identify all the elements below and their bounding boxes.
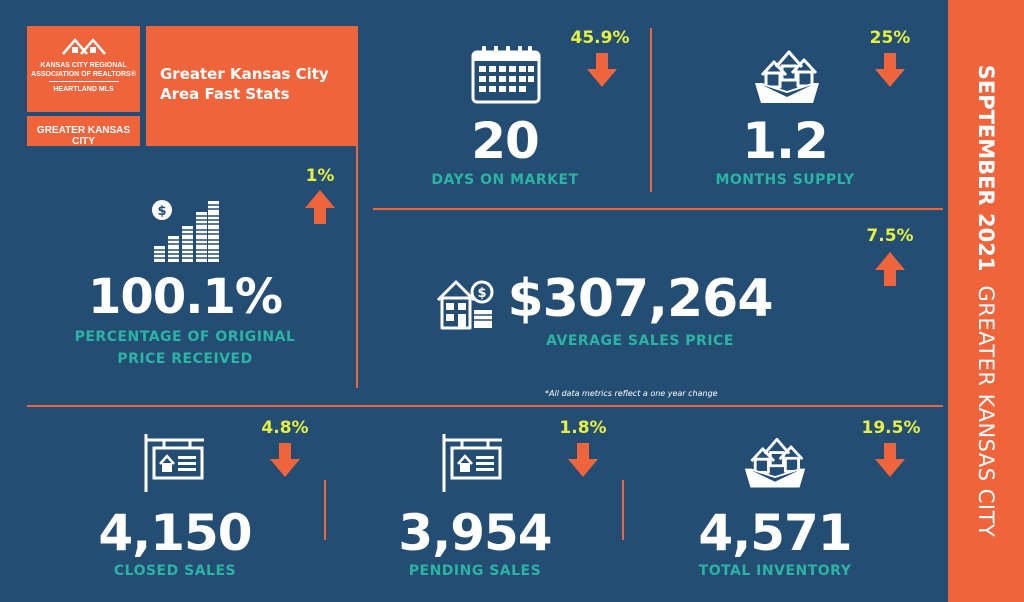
region-tag: GREATER KANSAS CITY: [27, 116, 140, 147]
pending-sales-value: 3,954: [398, 504, 552, 562]
pct-original-price-change: 1%: [305, 166, 335, 186]
avg-sales-price-label: AVERAGE SALES PRICE: [546, 333, 734, 349]
divider-bottom-vertical-2: [622, 480, 624, 540]
total-inventory-value: 4,571: [698, 504, 852, 562]
divider-lower-horizontal: [27, 405, 943, 407]
title-block: Greater Kansas City Area Fast Stats: [146, 26, 358, 146]
divider-left-vertical: [356, 146, 358, 388]
arrow-down-icon: [587, 53, 617, 87]
svg-text:$: $: [157, 204, 166, 219]
pct-original-price-label-2: PRICE RECEIVED: [117, 351, 253, 367]
divider-top-vertical: [650, 28, 652, 192]
pending-sales-label: PENDING SALES: [408, 563, 542, 579]
logo-line-2: ASSOCIATION OF REALTORS®: [31, 71, 136, 78]
months-supply-value: 1.2: [742, 112, 829, 170]
sidebar-region: GREATER KANSAS CITY: [974, 285, 998, 538]
avg-sales-price-value: $307,264: [507, 269, 773, 329]
logo-block: KANSAS CITY REGIONAL ASSOCIATION OF REAL…: [27, 26, 140, 112]
arrow-down-icon: [270, 443, 300, 477]
closed-sales-value: 4,150: [98, 504, 252, 562]
footnote: *All data metrics reflect a one year cha…: [545, 389, 718, 398]
pct-original-price-value: 100.1%: [88, 269, 283, 325]
avg-sales-price-change: 7.5%: [866, 226, 914, 246]
sale-sign-icon: [442, 434, 502, 492]
calendar-icon: [471, 46, 541, 104]
months-supply-label: MONTHS SUPPLY: [715, 172, 855, 188]
sidebar-text: SEPTEMBER 2021 GREATER KANSAS CITY: [974, 65, 998, 538]
days-on-market-change: 45.9%: [570, 28, 630, 48]
sidebar: SEPTEMBER 2021 GREATER KANSAS CITY: [948, 0, 1024, 602]
house-dollar-icon: $: [436, 280, 494, 330]
page-title: Greater Kansas City Area Fast Stats: [160, 65, 329, 103]
total-inventory-label: TOTAL INVENTORY: [698, 563, 852, 579]
pct-original-price-label-1: PERCENTAGE OF ORIGINAL: [74, 329, 296, 345]
region-tag-label: GREATER KANSAS CITY: [36, 125, 131, 147]
house-roof-logo-icon: [62, 38, 106, 55]
sale-sign-icon: [144, 434, 204, 492]
total-inventory-change: 19.5%: [861, 418, 921, 438]
days-on-market-value: 20: [471, 112, 540, 170]
divider-upper-horizontal: [373, 208, 943, 210]
logo-line-1: KANSAS CITY REGIONAL: [40, 62, 127, 69]
arrow-up-icon: [305, 190, 335, 224]
closed-sales-change: 4.8%: [261, 418, 309, 438]
days-on-market-label: DAYS ON MARKET: [431, 172, 579, 188]
arrow-down-icon: [875, 443, 905, 477]
arrow-down-icon: [875, 53, 905, 87]
coin-stack-icon: $: [152, 200, 220, 262]
pending-sales-change: 1.8%: [559, 418, 607, 438]
houses-box-icon: [755, 50, 819, 103]
logo-line-3: HEARTLAND MLS: [53, 86, 114, 93]
houses-box-icon: [744, 437, 806, 488]
divider-bottom-vertical-1: [324, 480, 326, 540]
months-supply-change: 25%: [869, 28, 911, 48]
sidebar-month: SEPTEMBER 2021: [974, 64, 998, 272]
arrow-up-icon: [875, 252, 905, 286]
closed-sales-label: CLOSED SALES: [113, 563, 237, 579]
arrow-down-icon: [568, 443, 598, 477]
svg-text:$: $: [477, 286, 486, 301]
